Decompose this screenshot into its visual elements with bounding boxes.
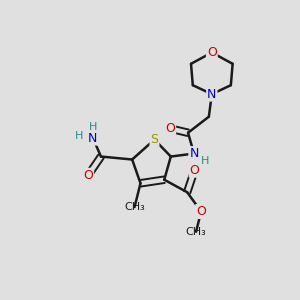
Text: H: H [75,131,83,141]
Text: H: H [201,156,209,166]
Text: N: N [207,88,217,100]
Text: O: O [83,169,93,182]
Text: O: O [196,205,206,218]
Text: N: N [189,147,199,160]
Text: CH₃: CH₃ [124,202,145,212]
Text: O: O [190,164,200,177]
Text: N: N [88,132,98,145]
Text: S: S [151,133,158,146]
Text: CH₃: CH₃ [186,227,206,237]
Text: O: O [165,122,175,135]
Text: O: O [207,46,217,59]
Text: H: H [89,122,97,132]
